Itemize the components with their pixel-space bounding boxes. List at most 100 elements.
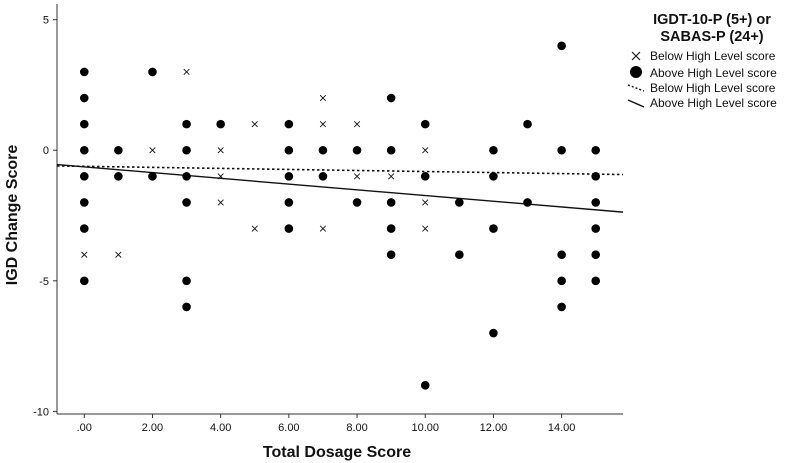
point-above-dot [557, 250, 566, 260]
point-above-dot [557, 145, 566, 155]
y-tick-label: -10 [33, 406, 49, 418]
legend-entry-below-line: Below High Level score [650, 81, 776, 95]
point-below-cross [217, 199, 224, 206]
cross-stroke [251, 121, 258, 128]
point-above-dot [557, 276, 566, 286]
x-tick-label: 10.00 [411, 422, 439, 434]
point-below-cross [422, 199, 429, 206]
cross-stroke [319, 94, 327, 102]
legend-solid-line-icon [627, 99, 645, 108]
point-below-cross [319, 94, 327, 102]
y-axis-ticks: 5 0 -5 -10 [33, 15, 57, 418]
point-above-dot [420, 172, 430, 181]
point-above-dot [79, 93, 89, 103]
point-above-dot [182, 145, 191, 155]
x-tick-label: .00 [77, 422, 92, 434]
legend-cross-icon [631, 51, 641, 61]
point-above-dot [386, 145, 396, 155]
point-above-dot [523, 119, 532, 129]
point-above-dot [318, 172, 328, 181]
point-below-cross [149, 147, 156, 154]
legend-entry-above-dot: Above High Level score [650, 66, 777, 80]
point-below-cross [183, 68, 190, 76]
cross-stroke [115, 251, 122, 258]
axes [56, 4, 623, 415]
x-axis-title: Total Dosage Score [263, 444, 411, 461]
x-tick-label: 2.00 [142, 422, 163, 434]
point-above-dot [318, 145, 328, 155]
point-above-dot [591, 172, 601, 181]
cross-stroke [353, 121, 361, 128]
point-above-dot [489, 328, 498, 338]
cross-stroke [388, 173, 395, 180]
legend-dot-icon [630, 66, 642, 78]
point-above-dot [489, 224, 498, 233]
fit-line-below [56, 165, 624, 176]
legend-dotted-line-icon [627, 84, 645, 92]
point-above-dot [284, 198, 294, 207]
point-above-dot [455, 198, 464, 207]
point-above-dot [79, 172, 89, 181]
point-above-dot [182, 172, 191, 181]
cross-stroke [319, 225, 327, 232]
cross-stroke [319, 121, 327, 128]
y-tick-label: 0 [43, 145, 49, 157]
legend: IGDT-10-P (5+) or SABAS-P (24+) Below Hi… [627, 12, 777, 110]
point-above-dot [386, 250, 396, 260]
point-below-cross [353, 173, 361, 180]
point-above-dot [591, 224, 601, 233]
point-above-dot [386, 93, 396, 103]
point-above-dot [216, 119, 225, 129]
point-below-cross [115, 251, 122, 258]
cross-stroke [422, 147, 429, 154]
point-above-dot [523, 198, 532, 207]
point-above-dot [284, 224, 294, 233]
point-above-dot [79, 224, 89, 233]
cross-stroke [251, 225, 258, 232]
point-above-dot [557, 41, 566, 51]
legend-entry-below-cross: Below High Level score [650, 49, 776, 63]
point-above-dot [284, 172, 294, 181]
point-above-dot [79, 198, 89, 207]
point-below-cross [217, 173, 224, 180]
data-points [79, 41, 601, 390]
point-above-dot [79, 145, 89, 155]
point-above-dot [420, 119, 430, 129]
cross-stroke [422, 199, 429, 206]
point-below-cross [81, 251, 88, 258]
legend-title-line2: SABAS-P (24+) [660, 29, 763, 45]
point-below-cross [319, 225, 327, 232]
point-above-dot [455, 250, 464, 260]
point-below-cross [422, 225, 429, 232]
point-above-dot [148, 172, 157, 181]
cross-stroke [81, 251, 88, 258]
point-above-dot [591, 198, 601, 207]
point-above-dot [114, 172, 123, 181]
point-above-dot [386, 224, 396, 233]
point-above-dot [284, 119, 294, 129]
cross-stroke [217, 173, 224, 180]
point-above-dot [489, 145, 498, 155]
legend-entry-above-line: Above High Level score [650, 96, 777, 110]
point-above-dot [591, 145, 601, 155]
x-tick-label: 8.00 [346, 422, 367, 434]
point-above-dot [79, 276, 89, 286]
cross-stroke [149, 147, 156, 154]
cross-stroke [353, 173, 361, 180]
legend-title-line1: IGDT-10-P (5+) or [653, 12, 771, 28]
point-above-dot [591, 276, 601, 286]
y-axis-title: IGD Change Score [4, 145, 21, 286]
point-above-dot [182, 198, 191, 207]
cross-stroke [217, 147, 224, 154]
point-above-dot [182, 276, 191, 286]
point-below-cross [353, 121, 361, 128]
point-above-dot [148, 67, 157, 77]
x-tick-label: 4.00 [210, 422, 231, 434]
point-below-cross [319, 121, 327, 128]
y-tick-label: -5 [39, 276, 49, 288]
point-above-dot [386, 198, 396, 207]
cross-stroke [217, 199, 224, 206]
cross-stroke [422, 225, 429, 232]
point-below-cross [388, 173, 395, 180]
